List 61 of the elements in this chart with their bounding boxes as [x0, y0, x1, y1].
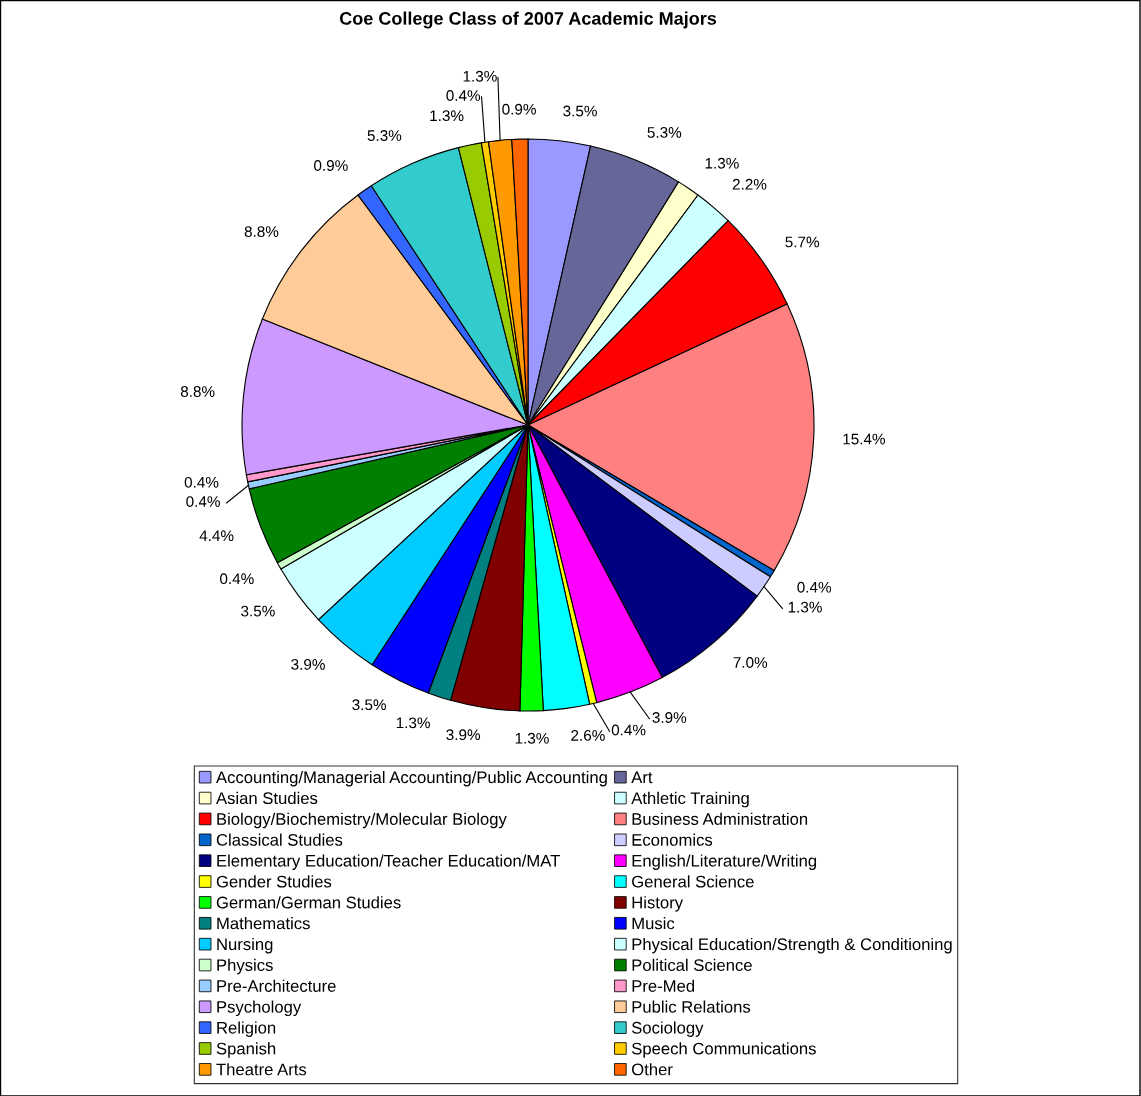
legend-label: Business Administration — [632, 812, 808, 825]
data-label: 3.9% — [652, 712, 687, 723]
data-label: 0.4% — [186, 496, 220, 507]
data-label: 1.3% — [430, 110, 464, 122]
data-label: 3.5% — [241, 605, 275, 617]
data-label: 5.7% — [785, 236, 820, 248]
legend-label: Sociology — [631, 1021, 704, 1037]
legend-label: Physics — [217, 958, 273, 975]
legend-label: Public Relations — [632, 1000, 751, 1013]
data-label: 1.3% — [463, 70, 497, 82]
legend-label: English/Literature/Writing — [632, 854, 817, 870]
legend-label: History — [632, 896, 684, 912]
data-label: 1.3% — [396, 717, 430, 729]
data-label: 2.2% — [732, 178, 767, 190]
legend-label: Political Science — [632, 958, 752, 972]
data-label: 0.9% — [502, 103, 536, 115]
data-label: 15.4% — [843, 433, 885, 445]
data-label: 3.5% — [352, 699, 386, 711]
legend-label: Pre-Med — [632, 979, 695, 992]
data-label: 4.4% — [199, 530, 234, 542]
data-label: 3.9% — [291, 659, 325, 670]
data-label: 0.4% — [797, 581, 832, 593]
legend-label: Pre-Architecture — [217, 979, 336, 992]
legend-label: Physical Education/Strength & Conditioning — [632, 937, 952, 954]
data-label: 0.4% — [220, 573, 254, 585]
data-label: 1.3% — [705, 157, 739, 169]
data-label: 8.8% — [244, 226, 279, 237]
legend-label: General Science — [632, 875, 754, 888]
data-label: 0.9% — [314, 160, 348, 171]
legend-label: Theatre Arts — [216, 1063, 307, 1076]
legend-label: Mathematics — [217, 917, 310, 930]
legend-label: Other — [632, 1063, 673, 1076]
data-label: 5.3% — [647, 127, 682, 138]
legend-label: Music — [632, 917, 675, 930]
legend-label: Nursing — [217, 937, 273, 954]
legend-label: Gender Studies — [216, 875, 332, 888]
legend-label: Art — [631, 771, 653, 784]
data-label: 0.4% — [446, 90, 481, 101]
data-label: 0.4% — [611, 724, 646, 736]
data-label: 5.3% — [367, 130, 402, 141]
data-label: 3.5% — [563, 105, 597, 117]
legend-label: Elementary Education/Teacher Education/MAT — [217, 854, 560, 870]
data-label: 1.3% — [788, 601, 822, 613]
data-label: 3.9% — [446, 729, 481, 741]
legend-label: Spanish — [216, 1042, 276, 1058]
data-label: 2.6% — [571, 730, 605, 741]
legend-label: Religion — [217, 1021, 276, 1037]
legend-label: Speech Communications — [631, 1042, 816, 1058]
legend-label: Economics — [632, 833, 713, 846]
data-label: 1.3% — [515, 732, 549, 744]
legend-label: Asian Studies — [216, 791, 318, 805]
legend-label: Psychology — [217, 1000, 302, 1017]
data-label: 0.4% — [184, 476, 219, 488]
data-label: 7.0% — [733, 657, 768, 668]
legend-label: Classical Studies — [216, 833, 343, 846]
data-label: 8.8% — [180, 386, 215, 397]
chart-title: Coe College Class of 2007 Academic Majors — [339, 11, 717, 29]
legend-label: Accounting/Managerial Accounting/Public Accounting — [216, 770, 607, 787]
legend-label: German/German Studies — [216, 896, 401, 909]
legend-label: Biology/Biochemistry/Molecular Biology — [217, 812, 507, 829]
legend-label: Athletic Training — [631, 791, 749, 808]
